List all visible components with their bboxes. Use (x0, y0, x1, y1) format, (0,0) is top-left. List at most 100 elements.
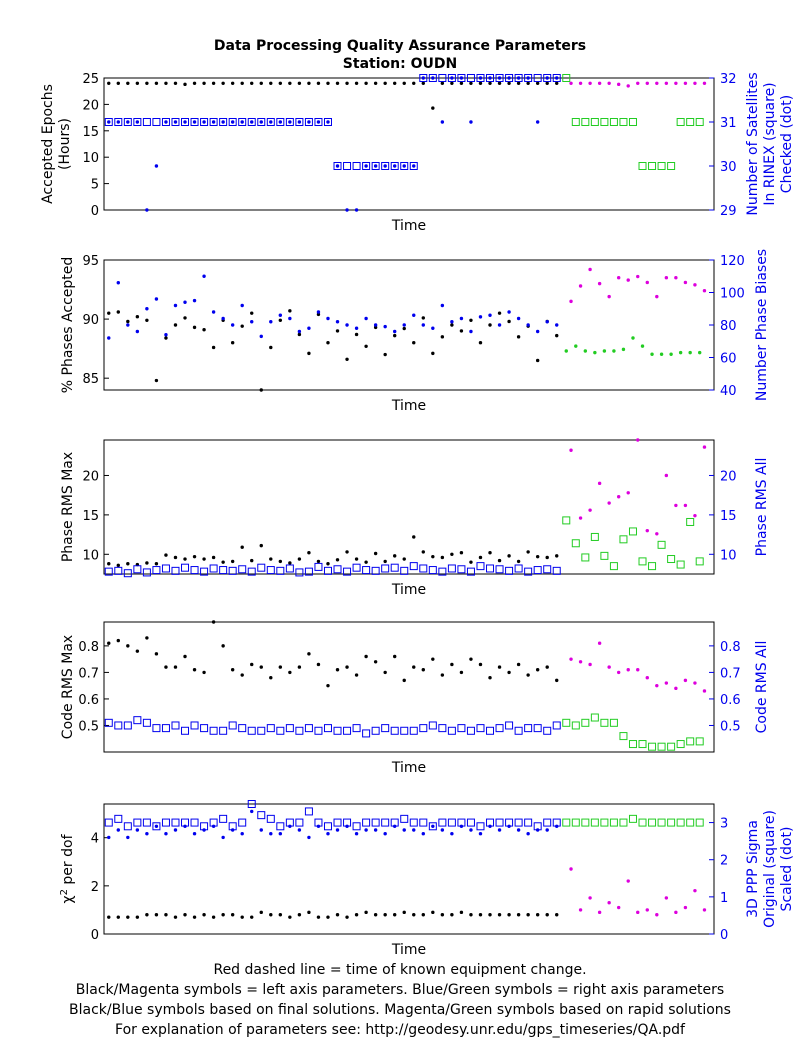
data-point-dot (202, 81, 206, 85)
data-point-dot (230, 341, 235, 345)
data-point-dot (335, 668, 340, 672)
right-tick-label: 2 (720, 854, 728, 869)
data-point-dot (364, 560, 368, 564)
data-point-dot (588, 267, 592, 272)
data-point-dot (221, 120, 225, 124)
data-point-dot (412, 913, 416, 917)
data-point-dot (326, 832, 330, 836)
left-axis-label: Accepted Epochs(Hours) (40, 84, 73, 204)
data-point-dot (459, 81, 464, 85)
data-point-dot (683, 905, 688, 910)
data-point-dot (526, 81, 530, 85)
data-point-dot (164, 336, 168, 340)
data-point-square (190, 721, 199, 730)
data-point-dot (421, 76, 425, 80)
data-point-square (466, 74, 475, 82)
data-point-square (619, 818, 628, 827)
data-point-dot (431, 326, 435, 330)
data-point-dot (154, 652, 159, 656)
data-point-dot (269, 557, 273, 561)
data-point-dot (250, 558, 254, 563)
data-point-square (657, 818, 666, 827)
data-point-square (171, 566, 180, 575)
data-point-dot (516, 828, 521, 832)
data-point-square (600, 118, 609, 126)
data-point-dot (402, 678, 406, 683)
data-point-dot (183, 316, 187, 320)
data-point-square (314, 562, 323, 571)
data-point-dot (450, 320, 454, 324)
data-point-dot (259, 910, 263, 915)
data-point-dot (240, 120, 244, 124)
data-point-dot (412, 81, 416, 85)
data-point-square (552, 721, 561, 730)
plot-frame (103, 439, 715, 575)
data-point-dot (297, 557, 302, 561)
data-point-dot (145, 832, 149, 836)
data-point-square (247, 726, 256, 735)
data-point-dot (478, 76, 483, 80)
data-point-dot (250, 915, 254, 919)
data-point-dot (383, 164, 387, 168)
data-point-dot (616, 82, 621, 87)
data-point-square (686, 517, 695, 526)
data-point-square (257, 811, 266, 820)
data-point-dot (698, 350, 702, 355)
data-point-dot (192, 120, 197, 124)
data-point-square (686, 737, 695, 746)
data-point-dot (402, 828, 406, 832)
data-point-dot (192, 832, 197, 836)
data-point-dot (526, 913, 530, 917)
data-point-square (495, 74, 504, 82)
data-point-dot (173, 555, 178, 560)
data-point-dot (269, 676, 273, 680)
left-tick-label: 0 (91, 928, 99, 943)
data-point-square (581, 818, 590, 827)
data-point-dot (578, 908, 583, 912)
data-point-dot (135, 915, 140, 919)
data-point-dot (545, 320, 549, 324)
data-point-dot (126, 562, 130, 566)
data-point-dot (173, 915, 178, 919)
data-point-dot (664, 473, 669, 478)
right-tick-label: 10 (720, 548, 737, 563)
data-point-square (304, 807, 313, 816)
data-point-square (314, 118, 323, 126)
data-point-square (524, 818, 533, 827)
data-point-dot (555, 323, 559, 327)
data-point-dot (488, 76, 492, 80)
data-point-square (552, 566, 561, 575)
data-point-square (257, 563, 266, 572)
data-point-dot (440, 828, 445, 832)
data-point-square (114, 721, 123, 730)
data-point-dot (126, 644, 130, 648)
data-point-square (486, 564, 495, 573)
data-point-dot (545, 555, 549, 560)
data-point-square (438, 818, 447, 827)
data-point-square (152, 118, 161, 126)
data-point-square (609, 818, 618, 827)
data-point-square (438, 724, 447, 733)
data-point-square (371, 162, 380, 170)
data-point-square (505, 566, 514, 575)
data-point-dot (154, 913, 159, 917)
data-point-dot (107, 562, 111, 566)
data-point-dot (616, 905, 621, 910)
data-point-dot (488, 551, 492, 555)
data-point-dot (297, 329, 302, 334)
data-point-dot (412, 341, 416, 345)
panel-3: 10 15 20 10 15 20 Time Phase RMS Max Phase RMS A… (60, 438, 770, 598)
data-point-dot (107, 915, 111, 919)
left-tick-label: 15 (82, 509, 99, 524)
data-point-square (571, 721, 580, 730)
x-axis-label: Time (391, 760, 426, 776)
data-point-dot (469, 913, 473, 917)
data-point-dot (507, 554, 511, 558)
panel-1: 0 5 10 15 20 25 29 30 31 32 Time Accepted Epochs(Ho… (40, 72, 795, 234)
data-point-dot (655, 81, 659, 85)
data-point-dot (383, 559, 387, 564)
data-point-dot (240, 81, 244, 85)
data-point-dot (116, 638, 120, 643)
left-tick-label: 0.7 (78, 666, 99, 681)
data-point-square (533, 74, 542, 82)
